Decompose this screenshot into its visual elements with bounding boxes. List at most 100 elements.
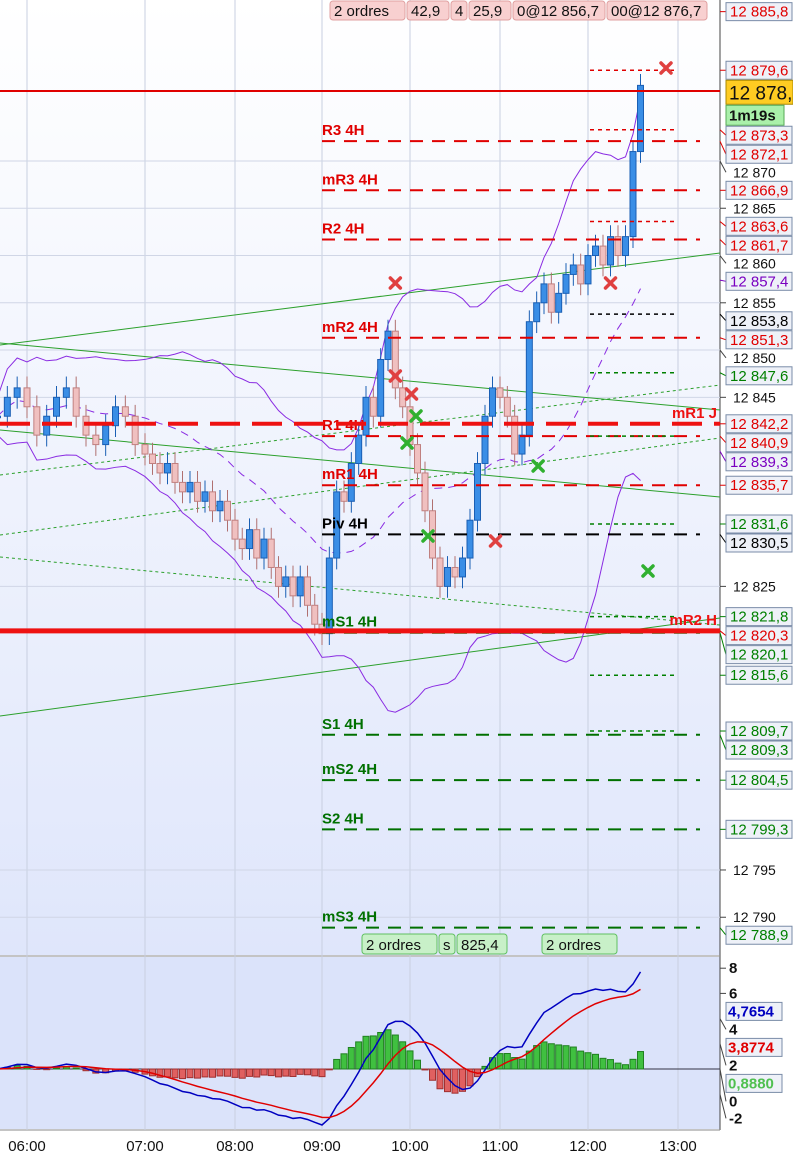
macd-histogram-bar xyxy=(216,1068,224,1077)
price-tag-tick xyxy=(719,372,727,377)
y-tick-label: 12 825 xyxy=(733,578,776,594)
price-tag: 12 799,3 xyxy=(720,819,793,839)
y-tick-label: 12 870 xyxy=(733,164,776,180)
candle xyxy=(121,406,129,417)
price-panel-bg xyxy=(0,0,720,955)
order-tag-text: 2 ordres xyxy=(546,937,601,954)
candle xyxy=(637,84,644,153)
macd-histogram-bar xyxy=(209,1068,216,1078)
macd-histogram-bar xyxy=(414,1059,421,1070)
price-tag: 12 853,8 xyxy=(719,311,793,331)
price-tag-text: 12 830,5 xyxy=(730,535,788,552)
candle xyxy=(459,557,466,578)
order-tag-text: 42,9 xyxy=(411,3,440,20)
pivot-label: mR2 4H xyxy=(322,319,378,336)
x-tick-label: 09:00 xyxy=(303,1138,341,1155)
macd-histogram-bar xyxy=(547,1043,555,1070)
price-tag-tick xyxy=(719,734,727,751)
price-tag-box xyxy=(725,607,793,627)
candle xyxy=(533,302,541,323)
price-tag: 12 857,4 xyxy=(719,271,793,291)
price-tag-text: 12 879,6 xyxy=(730,62,788,79)
candle xyxy=(92,434,100,446)
macd-y-tick-label: -2 xyxy=(729,1110,742,1127)
price-tag-tick xyxy=(719,630,727,637)
candle xyxy=(547,283,555,313)
candle xyxy=(584,255,592,285)
candle xyxy=(562,273,570,294)
candle xyxy=(0,415,1,419)
macd-histogram-bar xyxy=(629,1058,637,1070)
price-tag-text: 12 851,3 xyxy=(730,332,788,349)
sell-marker-icon xyxy=(488,534,503,548)
macd-histogram-bar xyxy=(466,1068,474,1087)
candle xyxy=(149,453,156,464)
y-tick-label: 12 845 xyxy=(733,389,776,405)
candle xyxy=(53,396,60,417)
candle xyxy=(451,566,459,578)
candle xyxy=(569,264,577,275)
countdown-text: 1m19s xyxy=(729,107,776,124)
macd-histogram-bar xyxy=(355,1041,363,1070)
x-tick-label: 10:00 xyxy=(391,1138,429,1155)
macd-histogram-bar xyxy=(164,1068,171,1078)
candle xyxy=(23,387,31,408)
macd-histogram-bar xyxy=(562,1045,570,1070)
y-tick-label: 12 790 xyxy=(733,909,776,925)
candle xyxy=(224,500,231,521)
order-tag-top xyxy=(329,0,406,21)
candle xyxy=(33,406,41,436)
sell-marker-icon xyxy=(388,369,403,383)
order-tag-text: 4 xyxy=(455,3,463,20)
macd-y-tick-label: 0 xyxy=(729,1093,737,1110)
macd-histogram-bar xyxy=(72,1067,80,1070)
candle xyxy=(311,604,319,625)
macd-histogram-bar xyxy=(340,1053,348,1070)
price-tag: 12 840,9 xyxy=(719,433,793,453)
price-tag: 12 788,9 xyxy=(719,925,793,945)
price-tag: 12 821,8 xyxy=(720,607,793,627)
candle xyxy=(156,462,164,474)
candle xyxy=(253,529,261,559)
candle xyxy=(62,387,70,398)
buy-marker-icon xyxy=(421,529,435,543)
macd-histogram-bar xyxy=(260,1068,268,1076)
price-tag: 12 866,9 xyxy=(720,180,793,200)
price-tag-text: 12 847,6 xyxy=(730,368,788,385)
pivot-label: S2 4H xyxy=(322,810,364,827)
price-tag-tick xyxy=(719,313,727,322)
candle xyxy=(436,557,444,587)
macd-histogram-bar xyxy=(399,1041,407,1070)
candle xyxy=(72,387,80,417)
candle xyxy=(267,538,275,568)
candle xyxy=(3,396,11,417)
candle xyxy=(377,359,385,417)
macd-histogram-bar xyxy=(569,1046,577,1070)
trend-line xyxy=(0,252,721,346)
y-tick-label: 12 795 xyxy=(733,862,776,878)
macd-y-tick-label: 4 xyxy=(729,1021,738,1038)
price-tag-tick xyxy=(719,140,727,155)
macd-histogram-bar xyxy=(592,1053,599,1070)
pivot-label: S1 4H xyxy=(322,716,364,733)
macd-histogram-bar xyxy=(584,1052,592,1070)
price-tag-box xyxy=(725,216,793,236)
candle xyxy=(489,387,496,417)
candle xyxy=(391,330,399,389)
candle xyxy=(231,519,239,540)
y-tick-label: 12 855 xyxy=(733,295,776,311)
x-tick-label: 12:00 xyxy=(569,1138,607,1155)
macd-tick xyxy=(719,1094,727,1119)
macd-histogram-bar xyxy=(53,1067,60,1070)
trend-line xyxy=(0,617,721,717)
price-tag-box xyxy=(725,475,793,495)
candle xyxy=(444,566,451,587)
macd-histogram-bar xyxy=(282,1068,290,1077)
buy-marker-icon xyxy=(531,459,545,473)
price-tag-text: 12 815,6 xyxy=(730,667,788,684)
macd-histogram-bar xyxy=(179,1068,186,1080)
candle xyxy=(614,236,622,257)
candle xyxy=(599,245,607,266)
